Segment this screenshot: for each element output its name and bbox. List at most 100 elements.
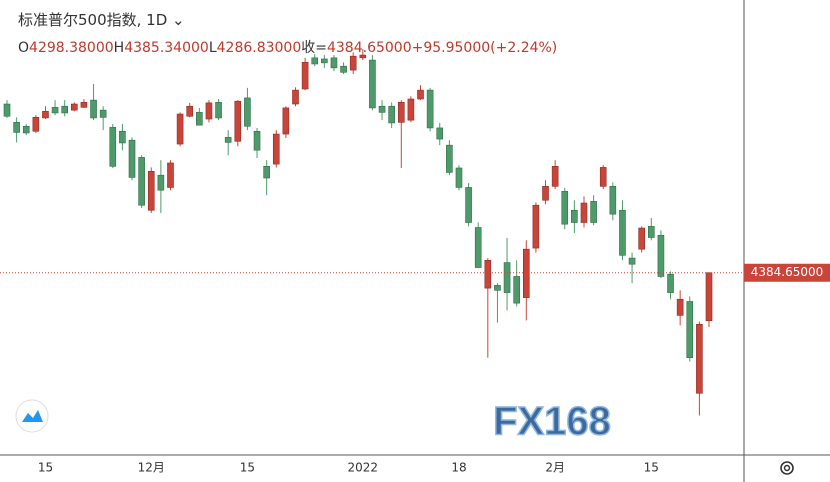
candle-body xyxy=(138,157,145,206)
x-tick-label: 15 xyxy=(240,461,255,475)
candle-body xyxy=(157,174,165,191)
candle-body xyxy=(119,130,126,144)
candle-body xyxy=(90,99,97,119)
candle-body xyxy=(32,117,40,132)
candle-body xyxy=(253,130,261,151)
candle-body xyxy=(215,102,222,119)
candle-body xyxy=(667,273,674,293)
candle-body xyxy=(205,102,213,120)
candle-body xyxy=(648,226,655,238)
candle-body xyxy=(330,57,338,69)
gear-hub[interactable] xyxy=(783,464,791,472)
x-tick-label: 15 xyxy=(38,461,53,475)
candles xyxy=(3,48,713,416)
candle-body xyxy=(61,105,68,114)
candle-body xyxy=(147,171,155,211)
x-tick-label: 12月 xyxy=(138,461,165,475)
gear-ring[interactable] xyxy=(780,461,794,475)
candle-body xyxy=(167,162,174,188)
candle-body xyxy=(503,262,511,293)
candle-body xyxy=(436,127,444,140)
legend-label: O xyxy=(18,40,30,56)
candle-body xyxy=(494,285,501,291)
candle-body xyxy=(599,167,607,187)
last-price-box xyxy=(744,263,830,282)
candle-body xyxy=(532,204,540,249)
candle-body xyxy=(676,298,684,316)
candle-body xyxy=(397,102,405,123)
symbol-title[interactable]: 标准普尔500指数, 1D ⌄ xyxy=(18,9,185,30)
candle-body xyxy=(551,166,559,187)
candle-body xyxy=(696,323,703,394)
legend-value: +95.95000 xyxy=(411,40,491,56)
x-tick-label: 2月 xyxy=(545,461,565,475)
candle-body xyxy=(705,272,713,322)
candle-body xyxy=(378,105,386,113)
candle-body xyxy=(522,248,530,298)
legend-value: (+2.24%) xyxy=(490,40,558,56)
candle-body xyxy=(196,112,203,126)
candle-body xyxy=(407,98,415,121)
candle-body xyxy=(571,209,578,223)
candle-body xyxy=(186,105,194,117)
candle-body xyxy=(340,65,347,73)
candle-body xyxy=(388,105,395,124)
candle-body xyxy=(609,186,617,215)
candle-body xyxy=(686,301,694,358)
candle-body xyxy=(99,109,107,118)
candle-body xyxy=(638,227,645,250)
candle-body xyxy=(22,125,30,134)
candle-body xyxy=(263,166,270,179)
candle-body xyxy=(628,257,636,265)
candle-body xyxy=(369,59,376,109)
candle-body xyxy=(513,276,520,304)
x-tick-label: 18 xyxy=(451,461,466,475)
candle-body xyxy=(301,61,309,90)
candle-body xyxy=(272,133,280,165)
candle-body xyxy=(465,187,472,223)
tv-logo[interactable] xyxy=(15,399,49,433)
settings-gear[interactable] xyxy=(780,461,794,475)
candle-body xyxy=(542,186,549,201)
candle-body xyxy=(311,57,319,65)
watermark: FX168 xyxy=(493,400,611,444)
candle-body xyxy=(359,54,367,59)
candle-body xyxy=(349,55,357,71)
legend-label: 收= xyxy=(301,40,327,56)
legend-value: 4385.34000 xyxy=(124,40,209,56)
candle-body xyxy=(657,234,665,277)
candle-body xyxy=(455,167,463,188)
candle-body xyxy=(51,107,59,114)
candle-body xyxy=(580,202,588,223)
candle-body xyxy=(80,102,88,108)
candle-body xyxy=(244,97,251,127)
chevron[interactable]: ⌄ xyxy=(172,11,185,29)
candle-body xyxy=(13,122,20,133)
candle-body xyxy=(474,227,482,268)
last-price-label: 4384.65000 xyxy=(751,265,824,279)
x-tick-label: 2022 xyxy=(348,461,379,475)
candle-body xyxy=(292,89,299,105)
candle-body xyxy=(417,89,424,100)
legend-value: 4384.65000 xyxy=(326,40,412,56)
legend-label: H xyxy=(113,40,125,56)
title: 标准普尔500指数, 1D xyxy=(18,11,168,29)
candle-body xyxy=(484,260,492,289)
candle-body xyxy=(426,89,434,129)
candle-body xyxy=(619,209,626,256)
legend-label: L xyxy=(208,40,217,56)
x-tick-label: 15 xyxy=(644,461,659,475)
candle-body xyxy=(71,103,78,111)
legend-value: 4286.83000 xyxy=(216,40,302,56)
logo-mark[interactable] xyxy=(22,410,43,422)
candle-body xyxy=(321,58,328,64)
candle-body xyxy=(561,191,569,225)
candle-body xyxy=(176,113,184,145)
candle-body xyxy=(590,201,597,223)
logo-circle[interactable] xyxy=(15,399,49,433)
candle-body xyxy=(282,107,290,135)
ohlc-legend: O4298.38000H4385.34000L4286.83000收=4384.… xyxy=(18,37,557,57)
candle-body xyxy=(234,100,242,142)
candle-body xyxy=(109,127,117,167)
